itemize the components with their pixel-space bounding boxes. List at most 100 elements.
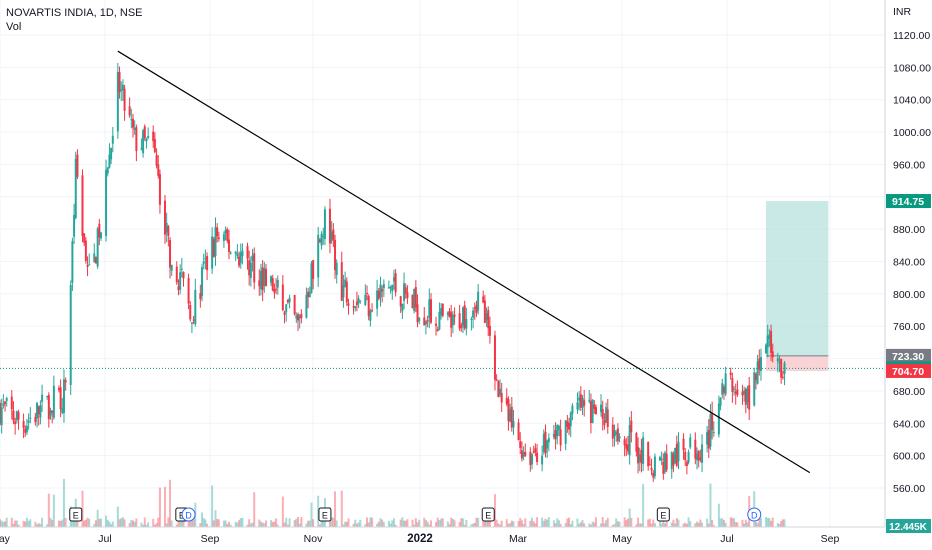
price-marker-label: 914.75 xyxy=(892,196,924,208)
volume-bar xyxy=(754,521,757,527)
candle-body xyxy=(76,154,79,177)
candle-body xyxy=(192,319,195,321)
volume-bar xyxy=(206,523,209,527)
volume-bar xyxy=(86,517,89,527)
y-tick-label: 1040.00 xyxy=(893,95,931,107)
candle-body xyxy=(448,311,451,317)
candle-body xyxy=(69,285,72,385)
candle-body xyxy=(64,380,67,383)
candle-body xyxy=(199,293,202,300)
volume-bar xyxy=(571,520,574,527)
volume-bar xyxy=(662,517,665,527)
volume-bar xyxy=(211,485,214,527)
volume-bar xyxy=(637,517,640,527)
volume-bar xyxy=(435,522,438,527)
volume-bar xyxy=(593,522,596,527)
candle-body xyxy=(615,432,618,435)
candle-body xyxy=(566,421,569,428)
volume-bar xyxy=(377,521,380,527)
event-markers[interactable]: EEDEEED xyxy=(69,507,762,522)
volume-bar xyxy=(532,521,535,527)
candle-body xyxy=(288,297,291,303)
volume-bar xyxy=(653,523,656,527)
trendline[interactable] xyxy=(117,50,811,474)
volume-bar xyxy=(626,518,629,527)
volume-bar xyxy=(246,524,249,527)
candle-body xyxy=(768,334,771,340)
volume-bar xyxy=(359,520,362,527)
volume-bar xyxy=(689,521,692,527)
price-axis[interactable]: 560.00600.00640.00680.00720.00760.00800.… xyxy=(884,0,931,533)
volume-bar xyxy=(239,518,242,527)
candle-body xyxy=(169,239,172,268)
candle-body xyxy=(121,84,124,91)
candle-body xyxy=(128,106,131,116)
candle-body xyxy=(347,303,350,306)
candle-body xyxy=(94,257,97,264)
volume-bar xyxy=(618,521,621,527)
y-tick-label: 640.00 xyxy=(893,418,925,430)
volume-bar xyxy=(29,519,32,527)
volume-bar xyxy=(505,519,508,527)
volume-bar xyxy=(541,517,544,527)
candle-body xyxy=(416,304,419,323)
volume-bar xyxy=(658,520,661,527)
candles xyxy=(0,62,786,482)
time-axis[interactable]: May Jul Sep Nov 2022 Mar May Jul Sep xyxy=(0,526,885,545)
candle-body xyxy=(743,390,746,395)
event-label: E xyxy=(322,511,328,521)
volume-bar xyxy=(84,519,87,527)
volume-bar xyxy=(312,519,315,527)
volume-bar xyxy=(5,517,8,527)
candle-body xyxy=(697,450,700,461)
candle-body xyxy=(465,318,468,329)
volume-bar xyxy=(758,517,761,527)
volume-bar xyxy=(201,512,204,527)
candle-body xyxy=(204,258,207,260)
candle-body xyxy=(123,88,126,111)
candle-body xyxy=(724,373,727,395)
volume-bar xyxy=(623,517,626,527)
candle-body xyxy=(81,175,84,236)
candle-body xyxy=(399,296,402,307)
volume-bar xyxy=(4,521,7,527)
volume-bar xyxy=(52,494,55,527)
candle-body xyxy=(366,293,369,295)
y-tick-label: 840.00 xyxy=(893,257,925,269)
candle-body xyxy=(736,389,739,395)
volume-bar xyxy=(783,519,786,527)
volume-label: Vol xyxy=(6,21,22,33)
volume-bar xyxy=(177,518,180,527)
volume-bar xyxy=(330,517,333,527)
candle-body xyxy=(458,313,461,329)
volume-bar xyxy=(130,519,133,527)
candle-body xyxy=(335,262,338,275)
candle-body xyxy=(239,252,242,264)
candle-body xyxy=(418,318,421,321)
trendline-line xyxy=(117,50,811,474)
volume-bar xyxy=(729,517,732,527)
candle-body xyxy=(662,461,665,474)
stop-zone xyxy=(766,355,829,371)
volume-bar xyxy=(224,520,227,527)
candle-body xyxy=(12,410,15,421)
volume-bar xyxy=(485,520,488,527)
candle-body xyxy=(369,310,372,321)
earnings-marker xyxy=(318,507,332,522)
volume-bar xyxy=(24,521,27,527)
volume-bar xyxy=(756,523,759,527)
volume-bar xyxy=(759,517,762,527)
candle-body xyxy=(29,417,32,419)
volume-bar xyxy=(556,518,559,527)
candle-body xyxy=(270,276,273,283)
candle-body xyxy=(601,408,604,420)
candle-body xyxy=(722,387,725,393)
volume-bar xyxy=(475,517,478,527)
candle-body xyxy=(49,410,52,416)
volume-bar xyxy=(416,522,419,527)
candle-body xyxy=(579,394,582,408)
candle-body xyxy=(259,270,262,290)
volume-bar xyxy=(342,524,345,527)
candle-body xyxy=(2,403,5,406)
